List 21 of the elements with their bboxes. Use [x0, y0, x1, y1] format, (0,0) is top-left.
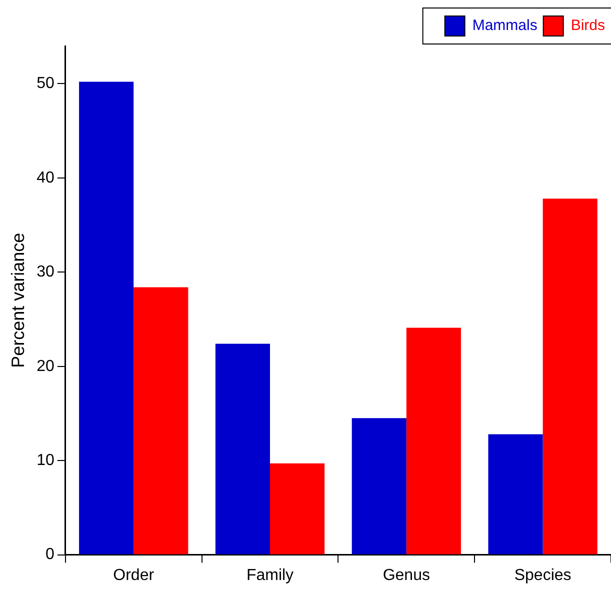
bar	[215, 344, 270, 554]
legend-label: Mammals	[472, 17, 538, 34]
bar	[488, 434, 543, 554]
bar	[352, 418, 406, 554]
y-tick-label: 20	[36, 358, 54, 375]
y-axis-title: Percent variance	[8, 232, 28, 368]
x-tick-label: Order	[113, 566, 155, 584]
y-tick-label: 40	[36, 169, 54, 186]
y-tick-label: 50	[36, 75, 54, 92]
x-tick-label: Family	[246, 566, 294, 584]
bar	[79, 82, 134, 554]
y-tick-label: 10	[36, 452, 54, 469]
y-tick-label: 30	[36, 264, 54, 281]
bar	[406, 328, 461, 554]
bar	[134, 287, 188, 554]
x-tick-label: Species	[514, 566, 572, 584]
legend-label: Birds	[570, 17, 606, 34]
bar	[542, 198, 598, 554]
y-tick-label: 0	[45, 546, 54, 564]
x-tick-label: Genus	[382, 566, 430, 584]
bar	[270, 463, 325, 554]
